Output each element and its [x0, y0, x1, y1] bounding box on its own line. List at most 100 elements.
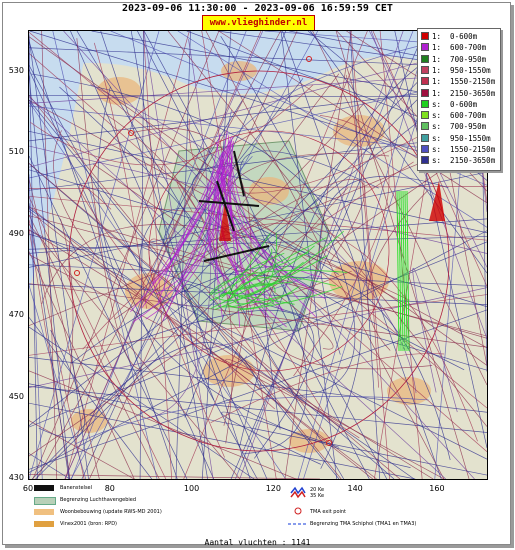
legend-item: 1: 700-950m — [421, 54, 501, 65]
approach-flare — [219, 201, 231, 241]
flight-track — [293, 115, 390, 377]
legend-item: s: 600-700m — [421, 111, 501, 121]
flight-track — [29, 95, 487, 98]
flight-track — [29, 37, 89, 479]
flight-track — [396, 190, 400, 352]
y-tick-label: 450 — [8, 391, 24, 401]
flight-track — [225, 358, 360, 439]
flight-track — [29, 31, 487, 173]
flight-track — [167, 31, 487, 427]
flight-track — [29, 163, 401, 479]
x-tick-label: 120 — [265, 484, 281, 493]
flight-track — [220, 73, 365, 244]
flight-track — [29, 208, 415, 479]
flight-track — [282, 31, 442, 479]
flight-track — [81, 31, 287, 479]
flight-track — [29, 169, 487, 308]
flight-track — [29, 326, 255, 479]
approach-flare — [429, 181, 445, 221]
flight-track — [134, 127, 252, 426]
flight-track — [207, 133, 235, 303]
flight-track — [29, 178, 100, 479]
y-tick-label: 530 — [8, 65, 24, 75]
legend-swatch — [421, 99, 429, 108]
legend-swatch — [421, 145, 429, 153]
legend-label: s: 600-700m — [432, 111, 487, 121]
flight-track — [205, 34, 472, 274]
flight-track — [236, 252, 309, 292]
flight-track — [29, 85, 487, 142]
legend-swatch — [421, 54, 429, 63]
legend-label: 1: 1550-2150m — [432, 77, 496, 87]
page-title: 2023-09-06 11:30:00 - 2023-09-06 16:59:5… — [122, 3, 393, 14]
flight-track — [35, 31, 487, 479]
flight-track — [142, 31, 173, 479]
flight-track — [53, 130, 100, 260]
flight-track — [31, 73, 363, 469]
y-tick-label: 510 — [8, 147, 24, 157]
flight-track — [29, 420, 135, 479]
flight-track — [265, 187, 433, 370]
flight-track — [29, 99, 487, 349]
vinex-swatch — [34, 521, 54, 527]
flight-track — [210, 252, 285, 296]
flight-track — [220, 35, 356, 397]
map-legend: Banenstelsel Begrenzing Luchthavengebied… — [28, 483, 486, 537]
flight-track — [29, 474, 320, 479]
flight-track — [29, 287, 487, 388]
legend-swatch — [421, 77, 429, 86]
flight-track — [29, 34, 38, 479]
map-legend-label: Banenstelsel — [60, 485, 93, 491]
flight-track — [31, 31, 468, 479]
flight-track — [400, 190, 404, 352]
flight-track-map[interactable] — [28, 30, 488, 480]
brand-link[interactable]: www.vlieghinder.nl — [202, 15, 315, 31]
flight-track — [29, 174, 43, 479]
runway — [233, 150, 245, 197]
flight-track — [217, 168, 271, 322]
flight-track — [205, 31, 445, 479]
flight-track — [139, 31, 145, 479]
legend-label: 1: 950-1550m — [432, 65, 491, 75]
exit-point — [74, 270, 80, 276]
legend-item: 1: 600-700m — [421, 43, 501, 53]
flight-track — [29, 230, 487, 473]
legend-item: 1: 1550-2150m — [421, 77, 501, 87]
map-canvas — [29, 31, 487, 479]
flight-track — [239, 31, 404, 479]
x-tick-label: 140 — [347, 484, 363, 493]
flight-track — [157, 141, 232, 303]
flight-track — [229, 276, 336, 300]
y-tick-label: 470 — [8, 310, 24, 320]
flight-track — [29, 32, 487, 409]
runway — [198, 200, 260, 207]
flight-track — [214, 248, 273, 295]
flight-track — [89, 342, 261, 415]
flight-track — [181, 284, 223, 401]
flight-track — [402, 190, 406, 352]
residential-swatch — [34, 509, 54, 515]
flight-track — [29, 73, 487, 104]
flight-track — [238, 230, 345, 299]
flight-track — [394, 31, 487, 448]
flight-track — [29, 357, 487, 413]
legend-label: s: 950-1550m — [432, 133, 491, 143]
legend-item: 1: 0-600m — [421, 32, 501, 42]
legend-item: s: 950-1550m — [421, 133, 501, 144]
x-tick-label: 160 — [429, 484, 445, 493]
flight-track — [29, 76, 487, 179]
legend-label: s: 700-950m — [432, 122, 487, 132]
legend-swatch — [421, 133, 429, 142]
flight-track — [90, 84, 417, 394]
flight-track — [210, 245, 315, 309]
flight-track — [284, 31, 352, 479]
flight-track — [138, 207, 339, 275]
runway-swatch — [34, 485, 54, 491]
flight-track — [29, 36, 487, 366]
flight-track — [29, 383, 487, 476]
legend-item: 1: 950-1550m — [421, 65, 501, 76]
legend-label: 1: 2150-3650m — [432, 88, 496, 98]
runway — [203, 245, 270, 262]
flight-track — [29, 31, 160, 479]
flight-track — [147, 39, 211, 419]
